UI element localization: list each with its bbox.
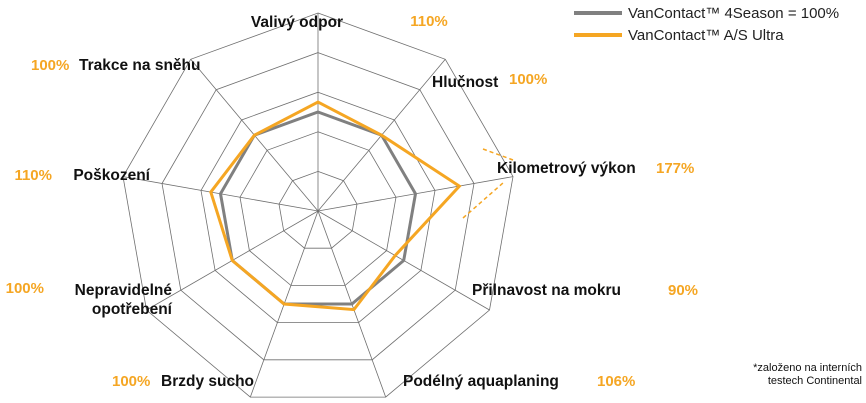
value-labels: 110% 100% 177% 90% 106% 100% 100% 110% 100% bbox=[6, 13, 698, 390]
axis-label: opotřebení bbox=[92, 301, 173, 318]
grid-ring bbox=[278, 170, 358, 249]
footnote-line: *založeno na interních bbox=[753, 362, 862, 374]
legend-swatch-orange bbox=[574, 33, 622, 37]
clip-connector bbox=[482, 148, 514, 161]
axis-label: Přilnavost na mokru bbox=[472, 282, 621, 299]
series-line-as-ultra bbox=[209, 100, 462, 312]
axis-label: Nepravidelné bbox=[75, 282, 173, 299]
legend-item-as-ultra: VanContact™ A/S Ultra bbox=[574, 24, 866, 46]
axis-label: Trakce na sněhu bbox=[79, 57, 200, 74]
value-label: 100% bbox=[6, 280, 44, 297]
footnote: *založeno na interních testech Continent… bbox=[753, 362, 862, 388]
legend: VanContact™ 4Season = 100% VanContact™ A… bbox=[574, 2, 866, 46]
axis-label: Hlučnost bbox=[432, 74, 498, 91]
axis-labels: Valivý odpor Hlučnost Kilometrový výkon Při… bbox=[73, 14, 635, 390]
value-label: 177% bbox=[656, 160, 694, 177]
axis-label: Valivý odpor bbox=[251, 14, 343, 31]
footnote-line: testech Continental bbox=[767, 375, 862, 387]
axis-label: Kilometrový výkon bbox=[497, 160, 636, 177]
grid-ring bbox=[161, 52, 475, 361]
axis-label: Poškození bbox=[73, 167, 150, 184]
series-line-4season bbox=[218, 110, 418, 306]
value-label: 100% bbox=[509, 71, 547, 88]
legend-item-4season: VanContact™ 4Season = 100% bbox=[574, 2, 866, 24]
value-label: 100% bbox=[31, 57, 69, 74]
legend-label: VanContact™ 4Season = 100% bbox=[628, 4, 840, 22]
legend-swatch-gray bbox=[574, 11, 622, 15]
value-label: 110% bbox=[14, 167, 52, 184]
legend-label: VanContact™ A/S Ultra bbox=[628, 26, 784, 44]
value-label: 90% bbox=[668, 282, 698, 299]
clip-connector bbox=[462, 182, 504, 219]
value-label: 110% bbox=[410, 13, 448, 30]
axis-label: Podélný aquaplaning bbox=[403, 373, 559, 390]
grid-ring bbox=[122, 12, 514, 398]
value-label: 100% bbox=[112, 373, 150, 390]
axis-label: Brzdy sucho bbox=[161, 373, 254, 390]
radar-series bbox=[209, 100, 514, 312]
value-label: 106% bbox=[597, 373, 635, 390]
grid-ring bbox=[239, 131, 397, 286]
